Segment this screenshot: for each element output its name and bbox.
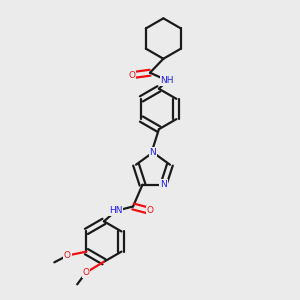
Text: O: O [146,206,154,215]
Text: O: O [64,251,71,260]
Text: NH: NH [160,76,174,85]
Text: O: O [129,70,136,80]
Text: HN: HN [109,206,123,215]
Text: O: O [82,268,90,277]
Text: N: N [160,180,167,189]
Text: N: N [150,148,156,157]
